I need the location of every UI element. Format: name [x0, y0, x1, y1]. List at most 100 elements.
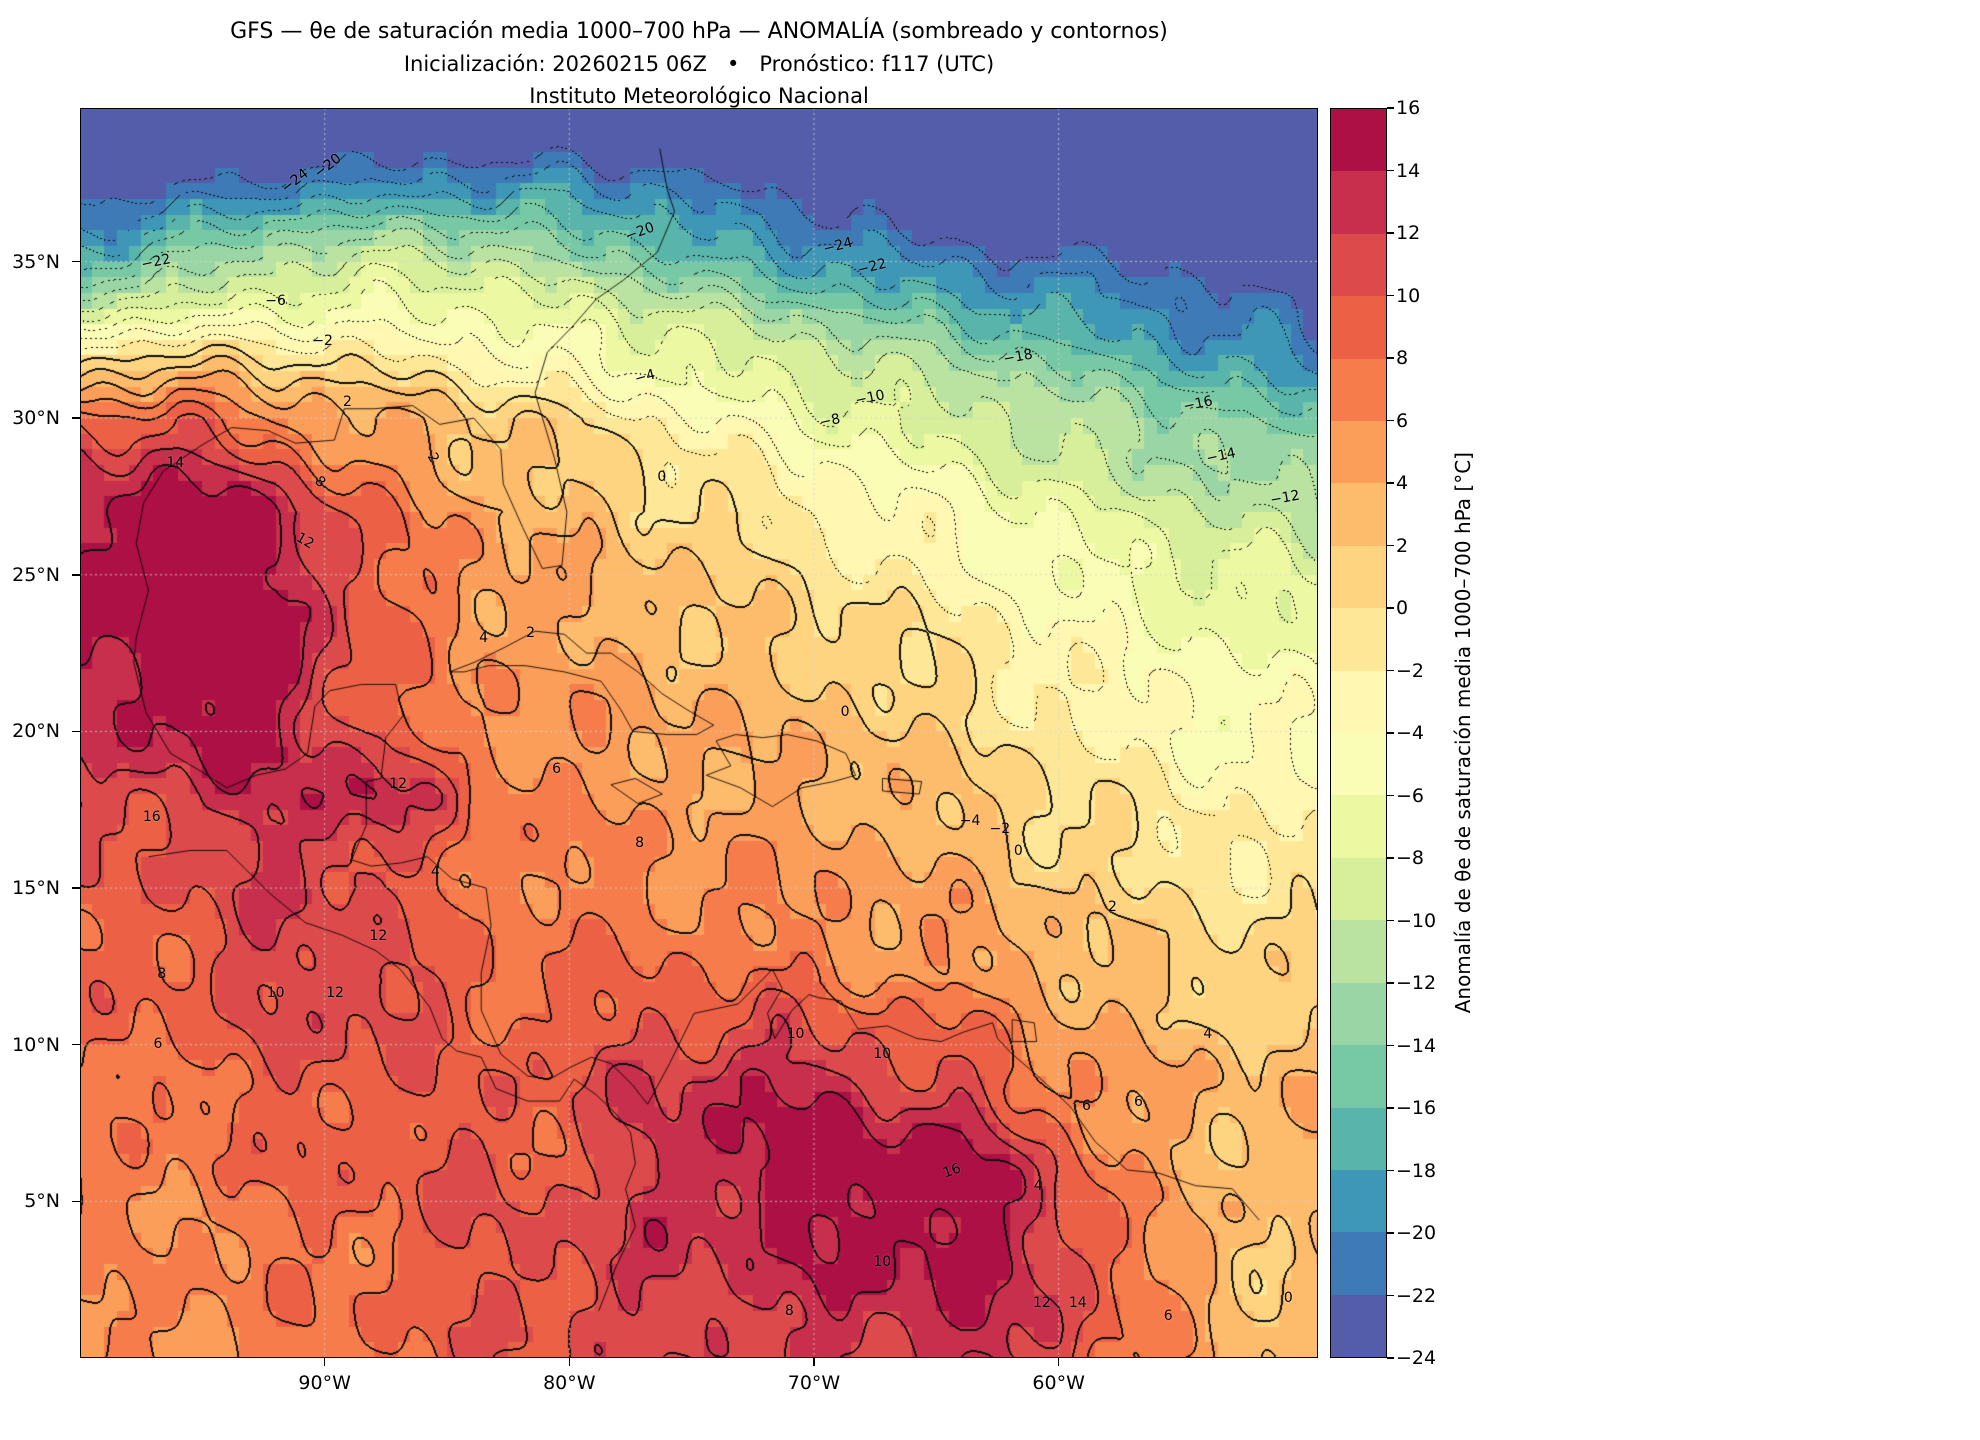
contour-label: −14	[1205, 444, 1238, 467]
colorbar-cell	[1331, 608, 1386, 671]
contour-label: 14	[166, 455, 185, 471]
x-axis: 90°W 80°W 70°W 60°W	[80, 1368, 1318, 1398]
colorbar-tick-mark	[1387, 982, 1394, 984]
y-tick-label: 10°N	[12, 1033, 60, 1056]
colorbar-cell	[1331, 421, 1386, 484]
contour-label: 12	[293, 529, 318, 552]
contour-label: −24	[278, 165, 312, 196]
colorbar-tick-mark	[1387, 607, 1394, 609]
colorbar-tick-mark	[1387, 419, 1394, 422]
contour-label: 6	[552, 761, 562, 778]
contour-label: −12	[1268, 487, 1301, 509]
colorbar-cell	[1331, 733, 1386, 796]
x-tick-label: 80°W	[543, 1372, 596, 1394]
colorbar-tick-label: −2	[1396, 659, 1425, 682]
colorbar-tick-label: −14	[1396, 1034, 1437, 1057]
colorbar-tick-mark	[1387, 732, 1394, 734]
title-block: GFS — θe de saturación media 1000–700 hP…	[80, 16, 1318, 112]
contour-label: 10	[873, 1046, 892, 1063]
y-tick-label: 20°N	[12, 720, 60, 743]
colorbar-tick-label: 12	[1396, 222, 1421, 244]
contour-label: 12	[369, 927, 388, 944]
colorbar-tick-mark	[1387, 1169, 1394, 1172]
contour-label: −4	[632, 366, 657, 388]
contour-label: 12	[1033, 1295, 1051, 1311]
contour-label: −16	[1181, 393, 1215, 416]
y-tick-mark	[72, 1043, 80, 1046]
colorbar-tick-mark	[1387, 544, 1394, 547]
contour-label: 6	[153, 1036, 163, 1053]
contour-label: 4	[1203, 1026, 1213, 1043]
colorbar-cell	[1331, 109, 1386, 172]
y-tick-label: 15°N	[12, 877, 60, 900]
colorbar-tick-label: −10	[1396, 909, 1437, 932]
chart-title: GFS — θe de saturación media 1000–700 hP…	[230, 19, 1168, 44]
contour-label: 0	[657, 468, 667, 485]
x-tick-mark	[1057, 1358, 1060, 1366]
y-tick-label: 30°N	[12, 407, 60, 430]
contour-label: −22	[139, 250, 172, 273]
colorbar-cell	[1331, 920, 1386, 983]
contour-label: 8	[157, 966, 167, 983]
contour-label: 6	[1163, 1307, 1173, 1324]
contour-label: 4	[479, 630, 489, 646]
map-plot-area: −24 −20 −22 −6 −2 −20 −24 −22 −18 −16 −14 −12 −4 −8 −1…	[80, 108, 1318, 1358]
y-axis: 35°N 30°N 25°N 20°N 15°N 10°N 5°N	[0, 108, 74, 1358]
colorbar-cell	[1331, 296, 1386, 359]
colorbar	[1330, 108, 1387, 1358]
colorbar-axis-label-wrap: Anomalía de θe de saturación media 1000–…	[1446, 108, 1480, 1358]
colorbar-tick-label: −16	[1396, 1097, 1437, 1119]
y-tick-mark	[72, 730, 80, 733]
colorbar-tick-mark	[1387, 482, 1394, 484]
colorbar-tick-mark	[1387, 169, 1394, 172]
colorbar-tick-label: 8	[1396, 347, 1409, 369]
colorbar-tick-mark	[1387, 919, 1394, 922]
contour-label: 2	[1108, 898, 1117, 915]
colorbar-cell	[1331, 857, 1386, 921]
contour-label: −8	[818, 410, 842, 431]
contour-label: 2	[526, 625, 536, 641]
colorbar-tick-mark	[1387, 1232, 1394, 1234]
contour-label: 2	[342, 393, 352, 410]
colorbar-cell	[1331, 483, 1386, 546]
contour-label: −18	[1002, 346, 1035, 368]
colorbar-tick-mark	[1387, 794, 1394, 797]
contour-label: −2	[989, 821, 1011, 838]
contour-label: 10	[786, 1026, 805, 1043]
colorbar-cell	[1331, 982, 1386, 1046]
contour-label: −22	[856, 255, 889, 279]
contour-map-canvas	[80, 108, 1318, 1358]
contour-label: −10	[853, 387, 886, 409]
x-tick-mark	[813, 1358, 815, 1366]
colorbar-tick-mark	[1387, 107, 1394, 109]
colorbar-cell	[1331, 171, 1386, 234]
contour-label: 16	[142, 808, 161, 825]
colorbar-tick-label: −18	[1396, 1159, 1437, 1182]
colorbar-tick-mark	[1387, 1107, 1394, 1109]
contour-label: 16	[940, 1159, 963, 1182]
colorbar-tick-label: 10	[1396, 284, 1421, 307]
chart-subtitle: Inicialización: 20260215 06Z • Pronóstic…	[403, 52, 995, 76]
contour-label: −4	[959, 812, 981, 829]
contour-label: 12	[389, 776, 408, 793]
colorbar-tick-mark	[1387, 1044, 1394, 1047]
colorbar-tick-mark	[1387, 294, 1394, 297]
y-tick-mark	[72, 1200, 80, 1203]
contour-label: 0	[1013, 842, 1023, 859]
colorbar-tick-label: 14	[1396, 159, 1421, 182]
y-tick-label: 35°N	[12, 250, 60, 273]
colorbar-tick-label: −20	[1396, 1222, 1437, 1244]
y-tick-label: 5°N	[24, 1190, 60, 1213]
x-tick-label: 70°W	[787, 1372, 841, 1394]
colorbar-tick-label: −22	[1396, 1284, 1437, 1307]
x-tick-mark	[323, 1358, 326, 1366]
y-tick-label: 25°N	[12, 563, 60, 586]
contour-label: −6	[265, 292, 286, 309]
contour-label: −2	[312, 332, 333, 349]
y-tick-mark	[72, 574, 80, 576]
colorbar-tick-label: 16	[1396, 97, 1421, 119]
colorbar-tick-label: −8	[1396, 847, 1425, 869]
colorbar-axis-label: Anomalía de θe de saturación media 1000–…	[1451, 452, 1475, 1014]
contour-label: 12	[326, 985, 344, 1001]
